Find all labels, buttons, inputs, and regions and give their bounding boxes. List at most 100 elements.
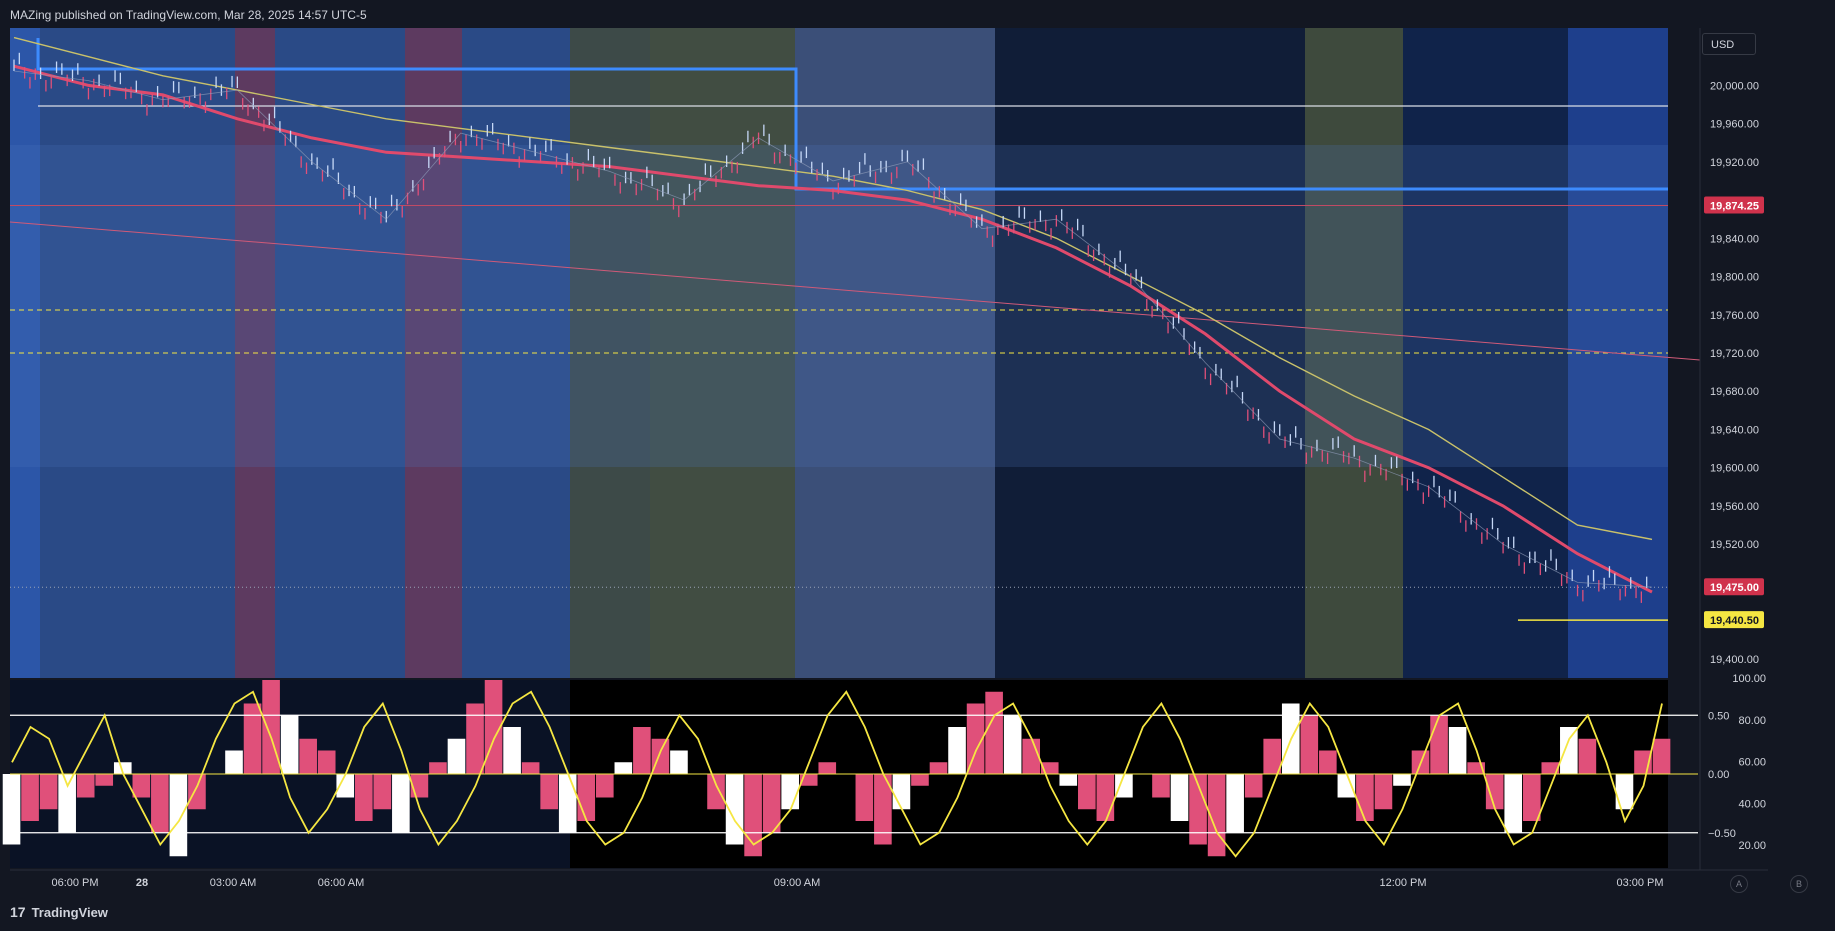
- oscillator-bar: [521, 762, 540, 774]
- oscillator-bar: [1300, 715, 1319, 774]
- time-tick-label: 06:00 AM: [318, 877, 364, 889]
- oscillator-bar: [299, 738, 317, 774]
- osc-right-tick: 40.00: [1738, 798, 1766, 810]
- publish-caption: MAZing published on TradingView.com, Mar…: [10, 8, 367, 22]
- oscillator-bar: [670, 750, 688, 774]
- oscillator-bar: [929, 762, 948, 774]
- oscillator-bar: [595, 774, 614, 798]
- oscillator-bar: [577, 774, 596, 821]
- axes: 20,000.0019,960.0019,920.0019,880.0019,8…: [10, 28, 1768, 889]
- oscillator-bar: [818, 762, 837, 774]
- price-tick-label: 19,800.00: [1710, 272, 1759, 284]
- osc-left-tick: 0.00: [1708, 769, 1729, 781]
- price-tick-label: 19,920.00: [1710, 157, 1759, 169]
- log-scale-button[interactable]: B: [1790, 875, 1808, 893]
- oscillator-bar: [1393, 774, 1411, 786]
- oscillator-bar: [1022, 738, 1041, 774]
- oscillator-bar: [243, 703, 262, 774]
- price-axis-panel: [1700, 28, 1768, 870]
- price-line: [13, 70, 1653, 588]
- price-tick-label: 19,640.00: [1710, 424, 1759, 436]
- time-tick-label: 03:00 AM: [210, 877, 256, 889]
- oscillator-bar: [1578, 738, 1597, 774]
- auto-scale-button[interactable]: A: [1730, 875, 1748, 893]
- oscillator-bar: [76, 774, 95, 798]
- oscillator-bar: [799, 774, 818, 786]
- oscillator-bar: [1522, 774, 1541, 821]
- price-tick-label: 19,400.00: [1710, 654, 1759, 666]
- oscillator-bar: [1096, 774, 1115, 821]
- price-tick-label: 19,960.00: [1710, 119, 1759, 131]
- ema-slow-line: [13, 36, 1653, 541]
- oscillator-bar: [392, 774, 410, 833]
- supply-zone: [10, 145, 1668, 467]
- oscillator-bar: [1207, 774, 1226, 857]
- price-tick-label: 19,720.00: [1710, 348, 1759, 360]
- oscillator-bar: [948, 727, 966, 774]
- oscillator-bar: [1504, 774, 1523, 833]
- oscillator-bar: [95, 774, 114, 786]
- oscillator-bar: [280, 715, 299, 774]
- oscillator-bar: [1430, 715, 1448, 774]
- oscillator-bar: [39, 774, 58, 810]
- currency-button[interactable]: USD: [1702, 33, 1756, 55]
- oscillator-bar: [1152, 774, 1170, 798]
- oscillator-bar: [1244, 774, 1263, 798]
- oscillator-bar: [1059, 774, 1078, 786]
- oscillator-bar: [781, 774, 799, 810]
- oscillator-bar: [503, 727, 521, 774]
- oscillator-bar: [707, 774, 725, 810]
- oscillator-bar: [225, 750, 243, 774]
- oscillator-bar: [21, 774, 39, 821]
- oscillator-bar: [1485, 774, 1504, 810]
- session-bands: [10, 28, 1668, 678]
- oscillator-bar: [1189, 774, 1207, 845]
- oscillator-bar: [1170, 774, 1189, 821]
- oscillator-bar: [1115, 774, 1133, 798]
- last-price-label-bg: [1704, 578, 1764, 596]
- osc-right-tick: 60.00: [1738, 757, 1766, 769]
- price-series: [13, 36, 1653, 603]
- osc-left-tick: −0.50: [1708, 828, 1736, 840]
- oscillator-bar: [373, 774, 392, 810]
- price-tick-label: 19,600.00: [1710, 463, 1759, 475]
- oscillator-bar: [762, 774, 781, 833]
- oscillator-bar: [1541, 762, 1560, 774]
- oscillator-bar: [966, 703, 985, 774]
- oscillator-bar: [429, 762, 447, 774]
- oscillator-bar: [1652, 738, 1671, 774]
- session-band-6: [570, 28, 650, 678]
- oscillator-bar: [558, 774, 577, 833]
- tradingview-logo[interactable]: 17 TradingView: [10, 904, 108, 920]
- oscillator-bar: [336, 774, 355, 798]
- time-tick-label: 06:00 PM: [51, 877, 98, 889]
- oscillator-bar: [466, 703, 484, 774]
- oscillator-bar: [317, 750, 336, 774]
- oscillator-bar: [855, 774, 874, 821]
- oscillator-bar: [1560, 727, 1578, 774]
- oscillator-bar: [892, 774, 911, 810]
- line-price-label: 19,874.25: [1710, 201, 1759, 213]
- price-tick-label: 19,840.00: [1710, 233, 1759, 245]
- osc-right-tick: 20.00: [1738, 840, 1766, 852]
- oscillator-bar: [1263, 738, 1282, 774]
- oscillator-bar: [1319, 750, 1337, 774]
- oscillator-bar: [1615, 774, 1634, 810]
- oscillator-bar: [1356, 774, 1374, 821]
- oscillator-bar: [540, 774, 558, 810]
- time-tick-label: 03:00 PM: [1616, 877, 1663, 889]
- time-tick-label: 12:00 PM: [1379, 877, 1426, 889]
- time-tick-label: 09:00 AM: [774, 877, 820, 889]
- tradingview-brand: TradingView: [31, 904, 108, 920]
- osc-right-tick: 80.00: [1738, 715, 1766, 727]
- time-tick-label: 28: [136, 877, 148, 889]
- oscillator-bar: [633, 727, 651, 774]
- line-price-label-bg: [1704, 196, 1764, 214]
- oscillator-bar: [911, 774, 929, 786]
- alert-price-label-bg: [1704, 611, 1764, 629]
- oscillator-bar: [447, 738, 466, 774]
- oscillator-pane: [2, 680, 1698, 868]
- oscillator-bar: [169, 774, 188, 857]
- price-tick-label: 19,680.00: [1710, 386, 1759, 398]
